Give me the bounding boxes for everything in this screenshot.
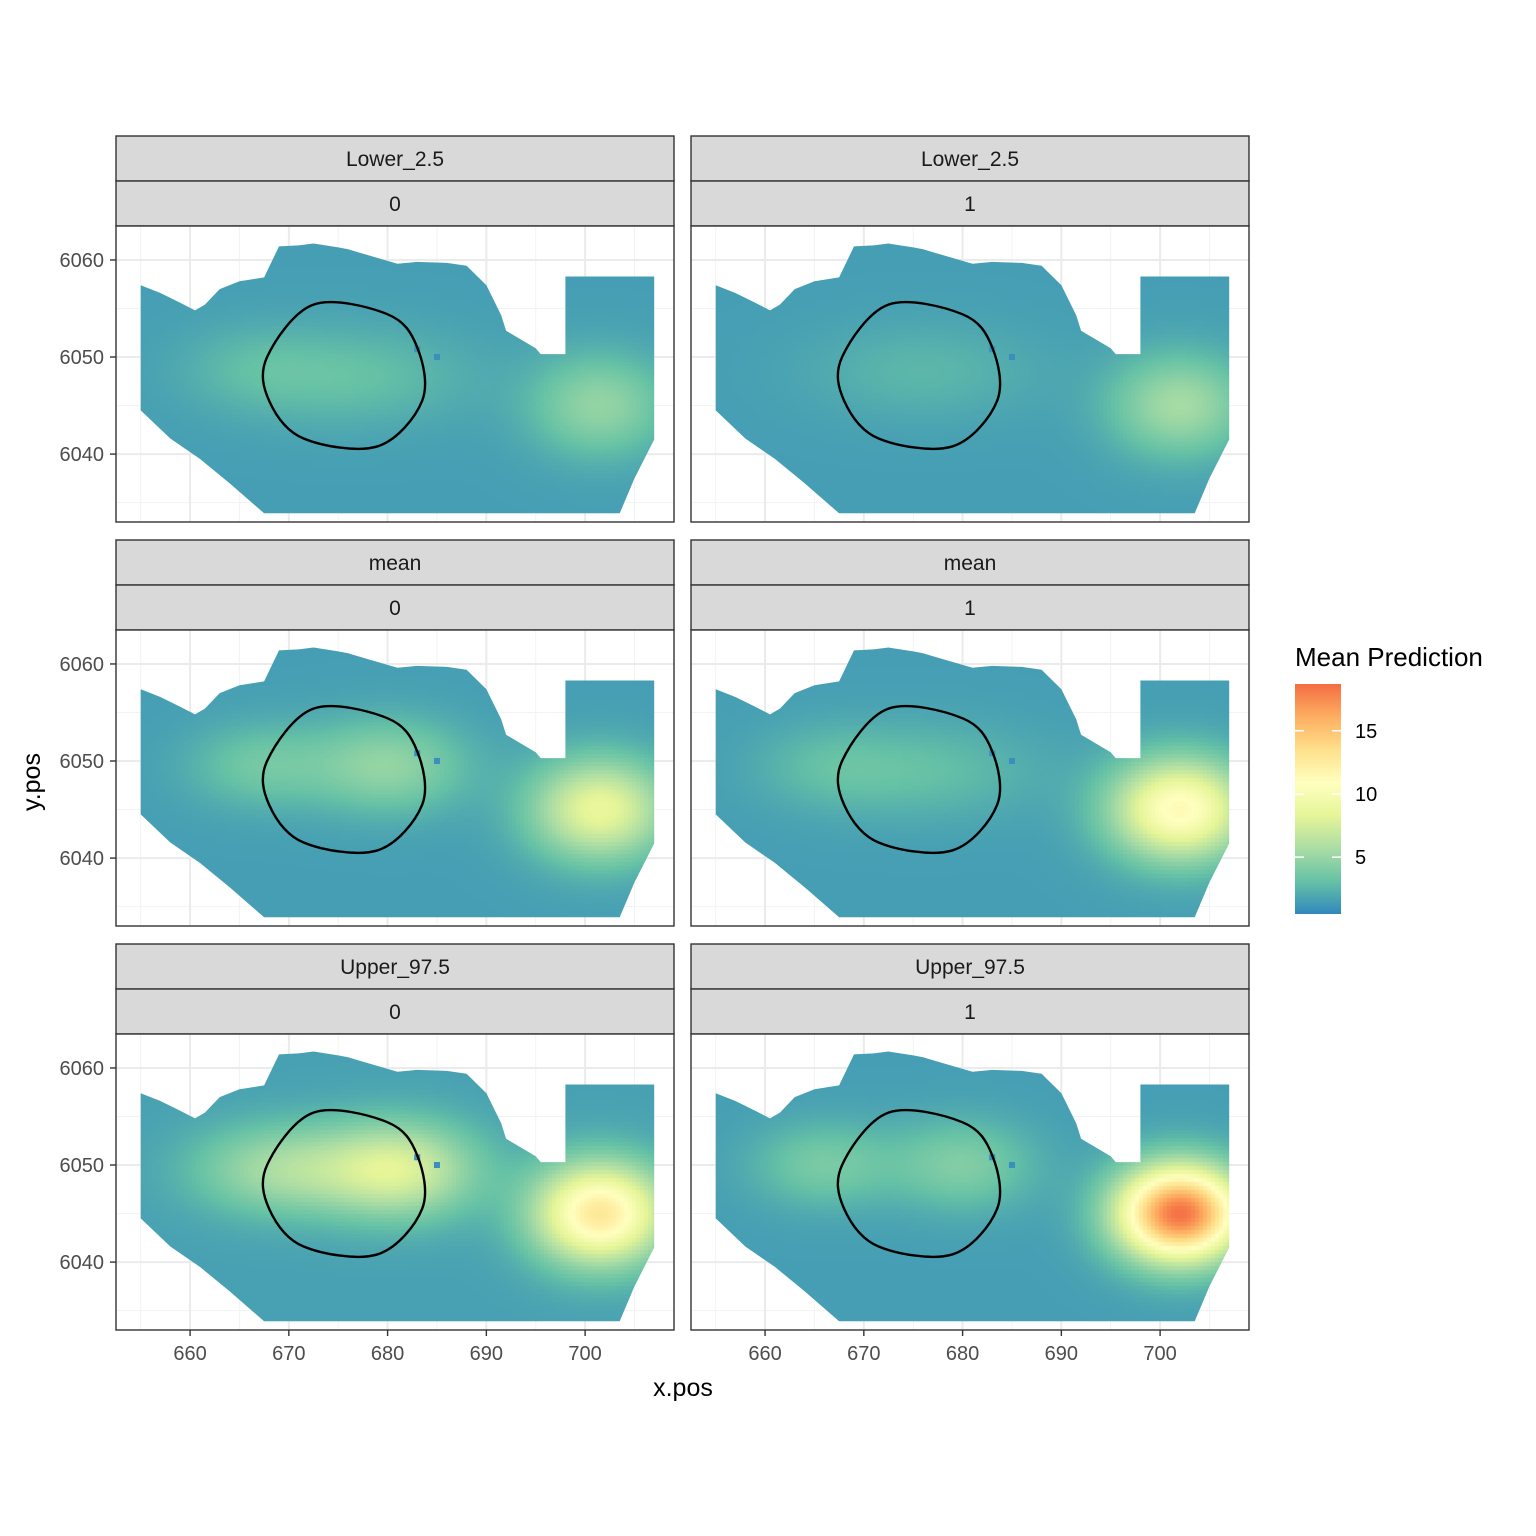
facet-col-label: 1 [964, 193, 976, 216]
heatmap-raster [715, 647, 1230, 918]
x-tick-label: 680 [371, 1343, 404, 1365]
x-tick-label: 670 [847, 1343, 880, 1365]
y-tick-label: 6050 [60, 347, 105, 369]
facet-row-label: Lower_2.5 [921, 148, 1019, 171]
facet-col-label: 0 [389, 193, 401, 216]
isolated-cell [1008, 758, 1015, 765]
heatmap-raster [715, 243, 1230, 514]
facet-strip-col: 1 [690, 988, 1250, 1035]
facet-panel-Upper_97.5-0: Upper_97.5 0 6040 6050 6060 660 670 680 690 700 [60, 943, 675, 1365]
heatmap-raster [715, 1051, 1230, 1322]
facet-panel-Lower_2.5-1: Lower_2.5 1 [690, 135, 1250, 523]
facet-strip-row: mean [690, 539, 1250, 586]
heatmap-field [715, 1051, 1230, 1322]
facet-strip-col: 1 [690, 584, 1250, 631]
facet-strip-row: Upper_97.5 [690, 943, 1250, 990]
reference-outline [836, 704, 1002, 854]
y-tick-label: 6050 [60, 1155, 105, 1177]
facet-row-label: Upper_97.5 [340, 956, 450, 979]
facet-col-label: 0 [389, 1001, 401, 1024]
facet-row-label: Lower_2.5 [346, 148, 444, 171]
legend-tick-label: 5 [1355, 847, 1366, 869]
heatmap-raster [140, 647, 655, 918]
isolated-cell [1008, 354, 1015, 361]
facet-row-label: mean [944, 552, 997, 575]
y-tick-label: 6060 [60, 1058, 105, 1080]
facet-panel-mean-0: mean 0 6040 6050 6060 [60, 539, 675, 927]
legend-tick-label: 10 [1355, 784, 1377, 806]
facet-strip-col: 0 [115, 988, 675, 1035]
reference-outline [836, 300, 1002, 450]
facet-panel-Upper_97.5-1: Upper_97.5 1 660 670 680 690 700 [690, 943, 1250, 1365]
y-tick-label: 6050 [60, 751, 105, 773]
reference-outline [836, 1108, 1002, 1258]
heatmap-field [715, 647, 1230, 918]
heatmap-field [715, 243, 1230, 514]
x-tick-label: 660 [173, 1343, 206, 1365]
facet-col-label: 1 [964, 1001, 976, 1024]
x-tick-label: 700 [568, 1343, 601, 1365]
x-tick-label: 690 [1045, 1343, 1078, 1365]
axes: x.pos y.pos [18, 753, 713, 1402]
facet-row-label: Upper_97.5 [915, 956, 1025, 979]
reference-outline [261, 1108, 427, 1258]
heatmap-raster [140, 1051, 655, 1322]
isolated-cell [433, 758, 440, 765]
y-tick-label: 6060 [60, 654, 105, 676]
heatmap-field [140, 647, 655, 918]
facet-panels: Lower_2.5 0 6040 6050 6060 Lower_2.5 1 mean 0 604… [60, 135, 1250, 1365]
facet-strip-col: 0 [115, 180, 675, 227]
facet-row-label: mean [369, 552, 422, 575]
facet-panel-Lower_2.5-0: Lower_2.5 0 6040 6050 6060 [60, 135, 675, 523]
facet-strip-row: Lower_2.5 [690, 135, 1250, 182]
legend-tick-label: 15 [1355, 721, 1377, 743]
y-tick-label: 6060 [60, 250, 105, 272]
y-tick-label: 6040 [60, 1252, 105, 1274]
heatmap-field [140, 1051, 655, 1322]
facet-strip-row: Lower_2.5 [115, 135, 675, 182]
x-tick-label: 700 [1143, 1343, 1176, 1365]
facet-strip-col: 0 [115, 584, 675, 631]
legend-title: Mean Prediction [1295, 642, 1483, 672]
x-tick-label: 670 [272, 1343, 305, 1365]
reference-outline [261, 704, 427, 854]
x-tick-label: 660 [748, 1343, 781, 1365]
isolated-cell [433, 1162, 440, 1169]
legend: Mean Prediction 5 10 15 [1295, 642, 1483, 914]
y-tick-label: 6040 [60, 444, 105, 466]
facet-strip-row: mean [115, 539, 675, 586]
facet-strip-col: 1 [690, 180, 1250, 227]
y-axis-title: y.pos [18, 753, 46, 811]
facet-col-label: 1 [964, 597, 976, 620]
facet-col-label: 0 [389, 597, 401, 620]
heatmap-field [140, 243, 655, 514]
isolated-cell [433, 354, 440, 361]
isolated-cell [1008, 1162, 1015, 1169]
x-tick-label: 680 [946, 1343, 979, 1365]
x-axis-title: x.pos [653, 1374, 713, 1402]
x-tick-label: 690 [470, 1343, 503, 1365]
heatmap-raster [140, 243, 655, 514]
y-tick-label: 6040 [60, 848, 105, 870]
facet-panel-mean-1: mean 1 [690, 539, 1250, 927]
reference-outline [261, 300, 427, 450]
facet-strip-row: Upper_97.5 [115, 943, 675, 990]
legend-colorbar [1295, 684, 1341, 914]
